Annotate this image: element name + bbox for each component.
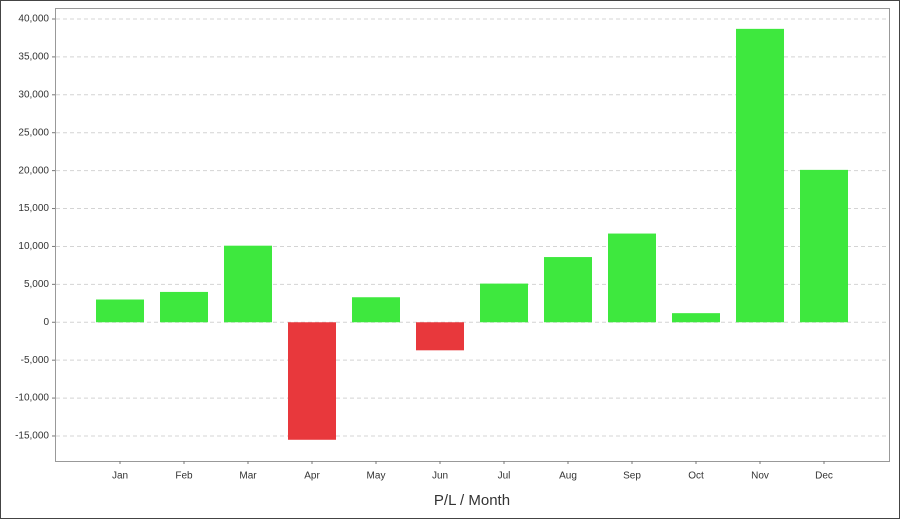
y-tick-label: 35,000 [18, 52, 49, 63]
bar [608, 233, 656, 323]
y-tick-label: 30,000 [18, 89, 49, 100]
bar [224, 245, 272, 323]
x-tick-label: Mar [239, 471, 257, 482]
x-axis-label: P/L / Month [434, 492, 510, 509]
y-tick-label: -10,000 [15, 393, 49, 404]
bar [800, 169, 848, 323]
x-tick-label: Oct [688, 471, 704, 482]
y-tick-label: -15,000 [15, 431, 49, 442]
bar [96, 299, 144, 323]
x-tick-label: Feb [175, 471, 193, 482]
bar [416, 322, 464, 351]
bar [672, 313, 720, 323]
bar [544, 257, 592, 323]
bar [352, 297, 400, 323]
y-tick-label: 0 [43, 317, 49, 328]
bar [736, 28, 784, 323]
x-tick-label: Jul [498, 471, 511, 482]
y-tick-label: -5,000 [21, 355, 50, 366]
y-tick-label: 15,000 [18, 203, 49, 214]
x-tick-label: Dec [815, 471, 833, 482]
x-tick-label: Apr [304, 471, 320, 482]
y-tick-label: 20,000 [18, 165, 49, 176]
bar [160, 291, 208, 323]
y-tick-label: 40,000 [18, 14, 49, 25]
x-tick-label: Aug [559, 471, 577, 482]
x-tick-label: Nov [751, 471, 769, 482]
y-tick-label: 5,000 [24, 279, 49, 290]
y-tick-label: 10,000 [18, 241, 49, 252]
x-tick-label: May [367, 471, 386, 482]
x-tick-label: Jan [112, 471, 128, 482]
y-tick-label: 25,000 [18, 127, 49, 138]
x-tick-label: Jun [432, 471, 448, 482]
x-tick-label: Sep [623, 471, 641, 482]
bar [480, 283, 528, 323]
bar [288, 322, 336, 440]
